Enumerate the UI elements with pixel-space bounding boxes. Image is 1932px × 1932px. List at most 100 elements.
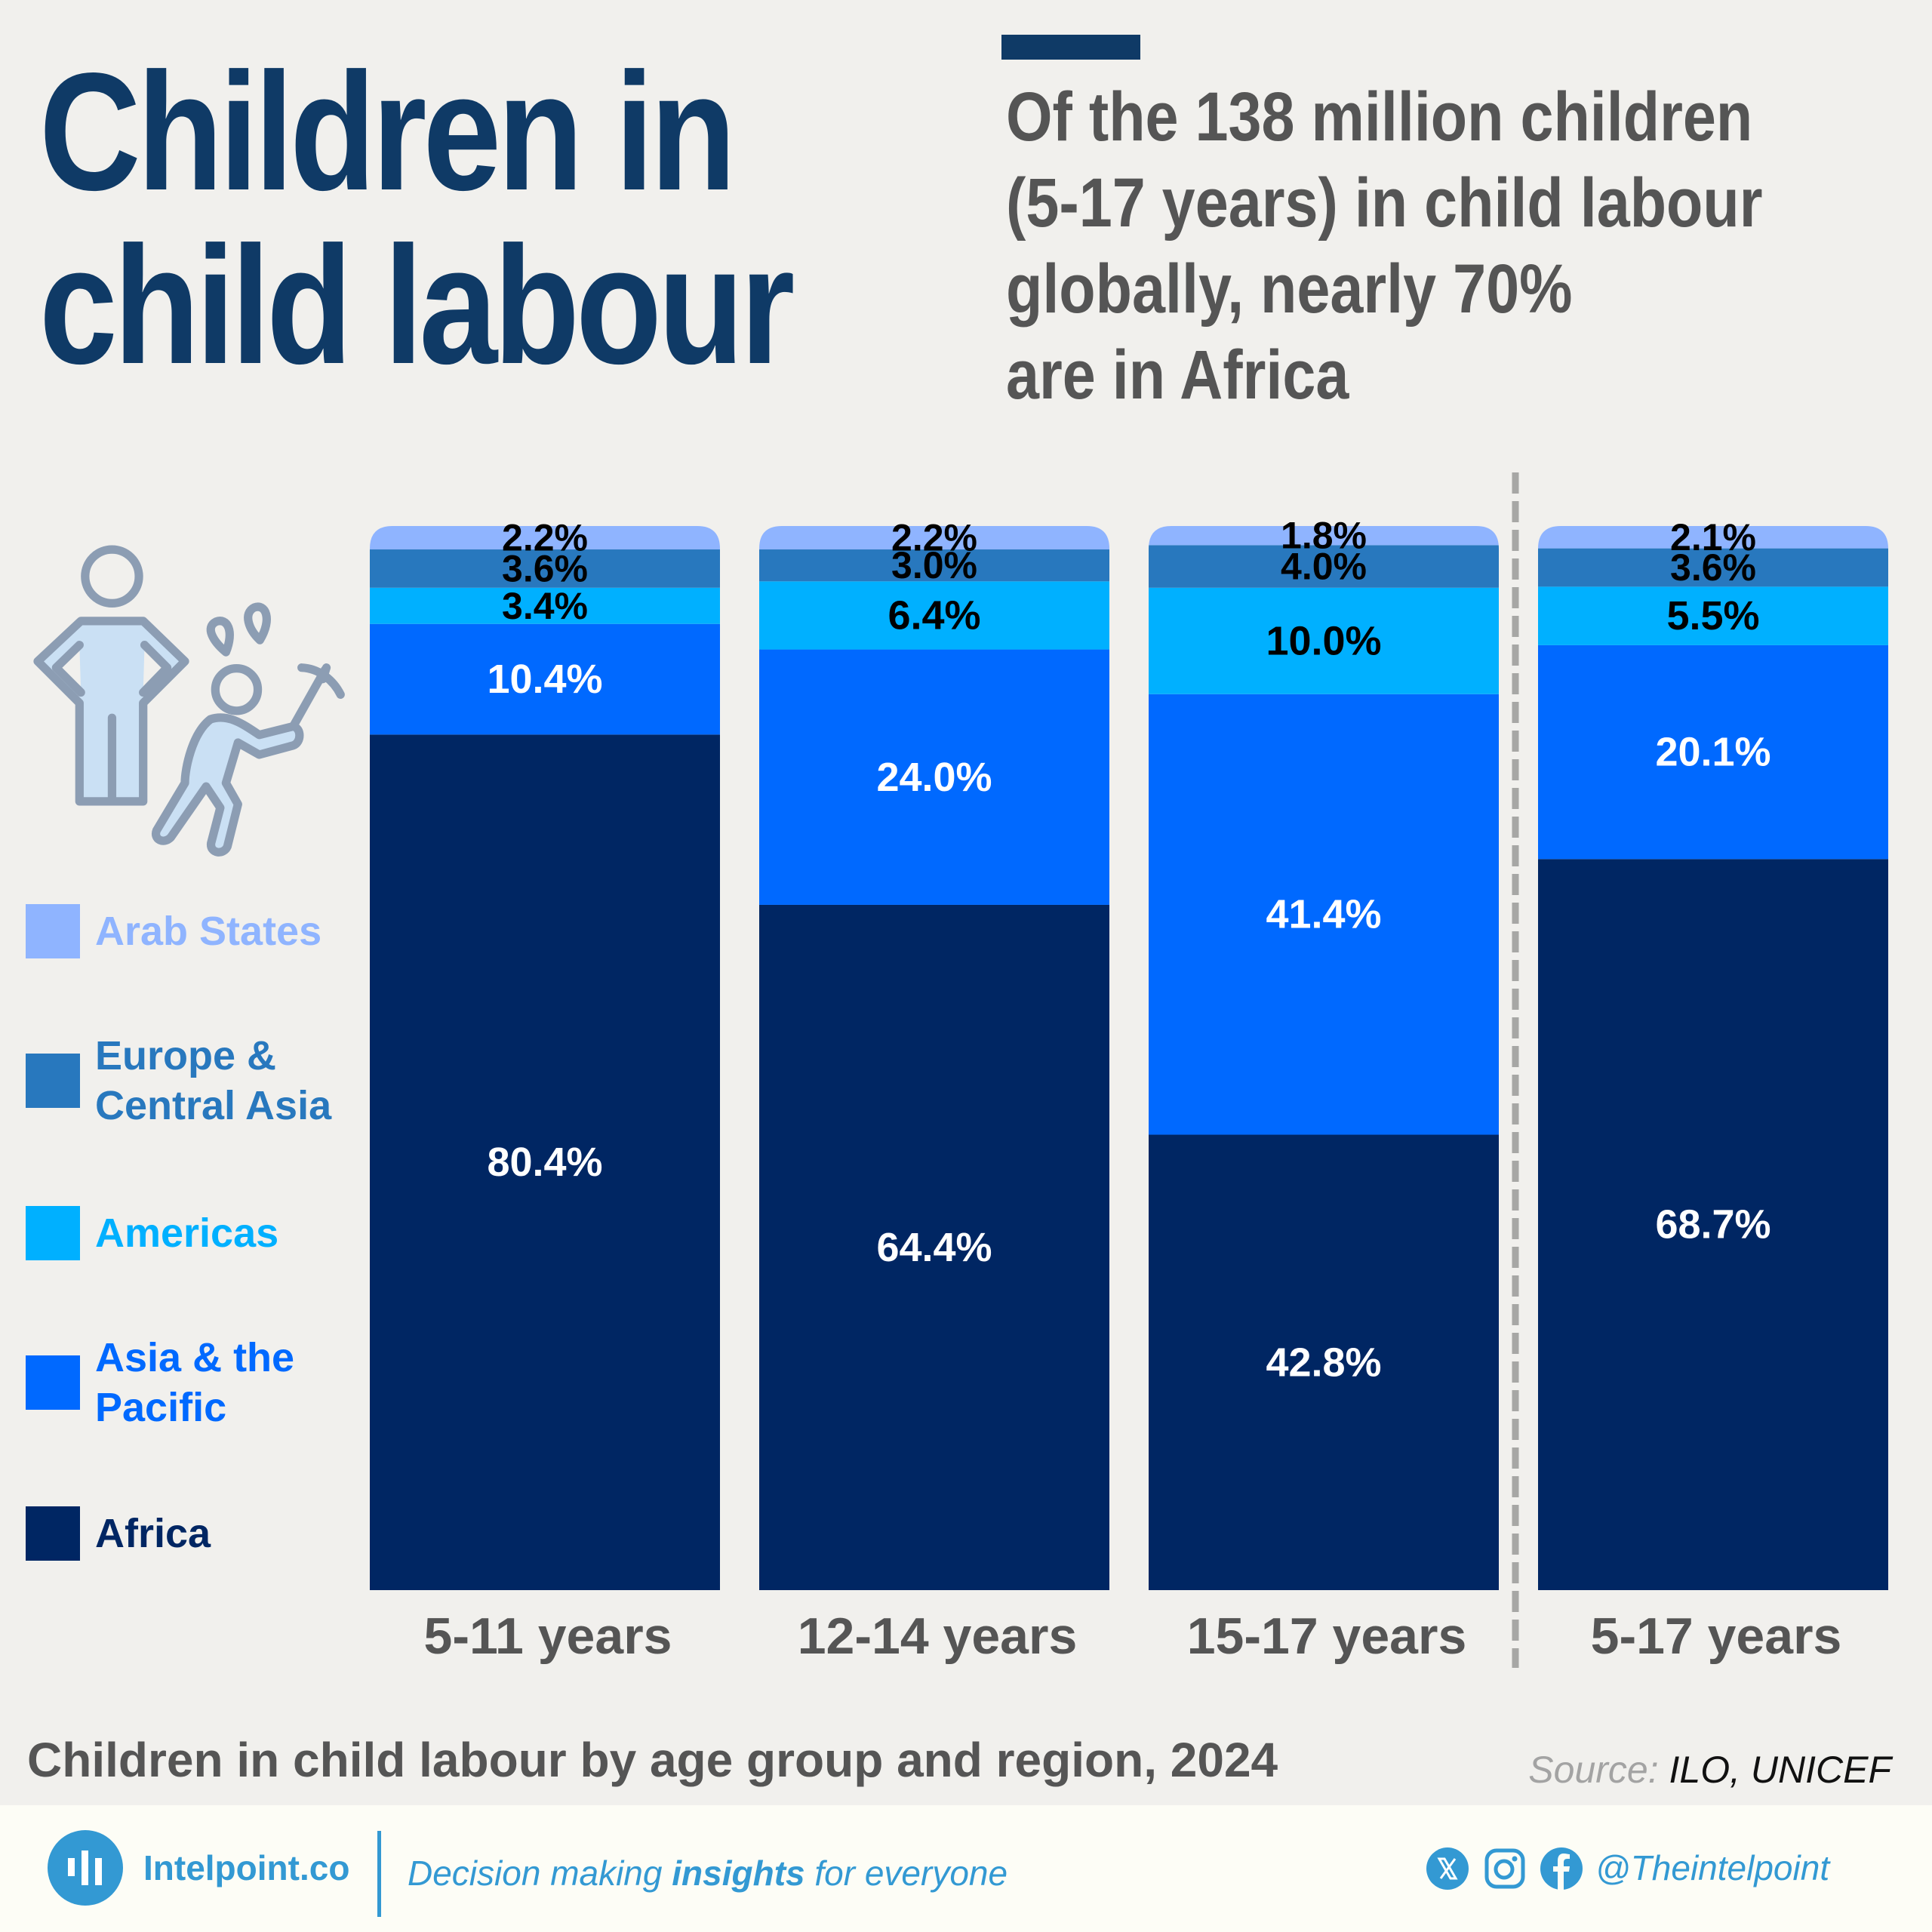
legend-swatch: [26, 1506, 80, 1561]
legend-item-americas: Americas: [26, 1206, 278, 1260]
data-label: 3.0%: [891, 544, 977, 586]
tagline-emphasis: insights: [672, 1854, 805, 1893]
legend-label: Africa: [95, 1509, 211, 1558]
bar-segment-americas: [370, 587, 720, 624]
data-label: 41.4%: [1266, 892, 1381, 937]
child-labour-illustration-icon: [33, 545, 345, 857]
legend-label-line: Asia & the: [95, 1335, 295, 1380]
bar-segment-arab-states: [1538, 526, 1888, 549]
data-label: 3.6%: [502, 547, 588, 589]
source-label: Source:: [1528, 1749, 1659, 1791]
legend-item-europe-central-asia: Europe & Central Asia: [26, 1031, 331, 1131]
sweat-drop-icon: [244, 602, 271, 645]
legend-label: Americas: [95, 1208, 278, 1258]
bar-stack-15-17-years: [1149, 526, 1499, 1590]
child-head-icon: [211, 664, 263, 715]
title-line-1: Children in: [39, 38, 736, 226]
data-label: 10.4%: [487, 657, 602, 702]
legend-item-africa: Africa: [26, 1506, 211, 1561]
data-label: 3.6%: [1670, 546, 1756, 589]
subtitle-line-4: are in Africa: [1006, 337, 1349, 414]
brand-link[interactable]: Intelpoint.co: [143, 1848, 350, 1887]
data-label: 4.0%: [1281, 546, 1367, 588]
data-label: 10.0%: [1266, 618, 1381, 663]
stacked-bar-chart: 80.4%10.4%3.4%3.6%2.2%64.4%24.0%6.4%3.0%…: [370, 472, 1888, 1668]
bar-segment-europe-central-asia: [370, 549, 720, 588]
bar-segment-asia-the-pacific: [1149, 694, 1499, 1135]
legend-swatch: [26, 904, 80, 958]
data-labels-group: 80.4%10.4%3.4%3.6%2.2%64.4%24.0%6.4%3.0%…: [487, 515, 1770, 1386]
legend-label: Asia & the Pacific: [95, 1333, 294, 1432]
bar-segment-asia-the-pacific: [759, 649, 1109, 905]
legend-swatch: [26, 1054, 80, 1108]
x-icon[interactable]: [1426, 1847, 1469, 1890]
data-label: 20.1%: [1655, 730, 1770, 775]
title-line-2: child labour: [39, 212, 795, 399]
bars-group: [370, 526, 1888, 1590]
data-label: 2.2%: [502, 517, 588, 559]
data-label: 68.7%: [1655, 1202, 1770, 1247]
bar-segment-arab-states: [1149, 526, 1499, 546]
accent-bar: [1001, 35, 1140, 60]
data-label: 64.4%: [876, 1225, 992, 1270]
source-value: ILO, UNICEF: [1669, 1749, 1891, 1791]
bar-segment-americas: [1538, 586, 1888, 645]
tagline-text: Decision making: [408, 1854, 672, 1893]
intelpoint-logo-icon[interactable]: [48, 1830, 123, 1906]
bar-segment-africa: [1538, 859, 1888, 1590]
legend-swatch: [26, 1355, 80, 1410]
bar-segment-africa: [1149, 1134, 1499, 1590]
bar-segment-europe-central-asia: [1538, 548, 1888, 587]
data-label: 80.4%: [487, 1140, 602, 1185]
data-label: 2.1%: [1670, 516, 1756, 558]
chart-caption: Children in child labour by age group an…: [27, 1733, 1278, 1787]
facebook-icon[interactable]: [1540, 1847, 1583, 1890]
subtitle: Of the 138 million children (5-17 years)…: [1006, 74, 1762, 418]
bar-segment-europe-central-asia: [759, 549, 1109, 582]
data-label: 1.8%: [1281, 515, 1367, 557]
legend-label-line: Europe &: [95, 1033, 277, 1078]
legend-item-asia-pacific: Asia & the Pacific: [26, 1333, 294, 1432]
sweat-drop-icon: [206, 617, 234, 657]
legend-label: Arab States: [95, 906, 321, 956]
x-axis-tick-label: 12-14 years: [798, 1607, 1078, 1665]
x-axis-labels: 5-11 years 12-14 years 15-17 years 5-17 yea…: [424, 1607, 1842, 1665]
data-label: 42.8%: [1266, 1340, 1381, 1385]
bar-segment-arab-states: [370, 526, 720, 550]
page-title: Children in child labour: [39, 45, 863, 392]
legend-label-line: Americas: [95, 1211, 279, 1256]
x-axis-tick-label: 15-17 years: [1187, 1607, 1467, 1665]
bar-segment-africa: [370, 734, 720, 1590]
subtitle-line-3: globally, nearly 70%: [1006, 251, 1573, 328]
social-handle[interactable]: @Theintelpoint: [1595, 1848, 1830, 1887]
data-label: 24.0%: [876, 755, 992, 800]
bar-segment-arab-states: [759, 526, 1109, 550]
bar-stack-5-17-years: [1538, 526, 1888, 1590]
source-note: Source: ILO, UNICEF: [1528, 1748, 1891, 1792]
data-label: 2.2%: [891, 517, 977, 559]
bar-stack-5-11-years: [370, 526, 720, 1590]
subtitle-line-2: (5-17 years) in child labour: [1006, 165, 1763, 242]
tagline-text: for everyone: [804, 1854, 1008, 1893]
legend-label: Europe & Central Asia: [95, 1031, 331, 1131]
x-axis-tick-label: 5-11 years: [424, 1607, 672, 1665]
bar-stack-12-14-years: [759, 526, 1109, 1590]
bar-segment-africa: [759, 904, 1109, 1590]
subtitle-line-1: Of the 138 million children: [1006, 78, 1753, 155]
legend-label-line: Arab States: [95, 909, 322, 954]
bar-segment-americas: [1149, 587, 1499, 694]
x-axis-tick-label: 5-17 years: [1591, 1607, 1842, 1665]
data-label: 6.4%: [888, 592, 980, 638]
legend-item-arab-states: Arab States: [26, 904, 321, 958]
bar-segment-asia-the-pacific: [1538, 645, 1888, 860]
legend-swatch: [26, 1206, 80, 1260]
child-body-icon: [152, 713, 304, 857]
bar-segment-europe-central-asia: [1149, 545, 1499, 588]
bar-segment-asia-the-pacific: [370, 623, 720, 735]
footer: [0, 1805, 1932, 1932]
legend-label-line: Pacific: [95, 1385, 227, 1430]
tagline: Decision making insights for everyone: [408, 1853, 1008, 1894]
legend-label-line: Central Asia: [95, 1083, 332, 1128]
instagram-icon[interactable]: [1484, 1847, 1526, 1890]
data-label: 3.4%: [502, 585, 588, 627]
